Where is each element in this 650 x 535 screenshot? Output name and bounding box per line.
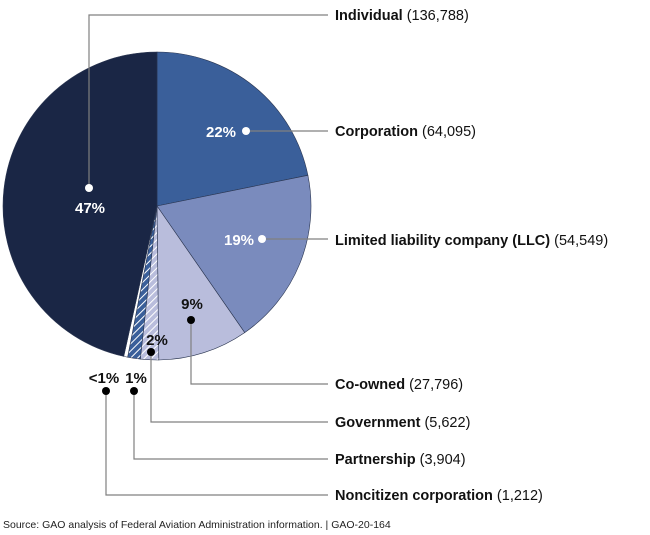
pct-label: 19% [224, 232, 254, 249]
pct-label: 2% [146, 332, 168, 349]
pct-label: <1% [89, 370, 119, 387]
pie-slice-individual [2, 51, 158, 357]
leader-dot [187, 316, 195, 324]
leader-dot [258, 235, 266, 243]
source-note: Source: GAO analysis of Federal Aviation… [3, 519, 391, 531]
pie-slice-co-owned [156, 205, 246, 361]
category-label: Individual (136,788) [335, 8, 469, 24]
leader-dot [102, 387, 110, 395]
leader-dot [147, 348, 155, 356]
category-label: Corporation (64,095) [335, 124, 476, 140]
leader-dot [85, 184, 93, 192]
leader-dot [242, 127, 250, 135]
leader-line [150, 352, 328, 423]
category-label: Noncitizen corporation (1,212) [335, 488, 543, 504]
leader-line [88, 14, 328, 188]
leader-dot [130, 387, 138, 395]
leader-line [190, 320, 328, 385]
leader-line [133, 391, 328, 460]
category-label: Partnership (3,904) [335, 452, 466, 468]
pct-label: 22% [206, 124, 236, 141]
category-label: Limited liability company (LLC) (54,549) [335, 233, 608, 249]
category-label: Co-owned (27,796) [335, 377, 463, 393]
pct-label: 47% [75, 200, 105, 217]
leader-line [105, 391, 328, 496]
pct-label: 9% [181, 296, 203, 313]
pie-slice-corporation [156, 51, 309, 207]
pie-slice-limited-liability-company-llc [156, 174, 312, 334]
pct-label: 1% [125, 370, 147, 387]
category-label: Government (5,622) [335, 415, 470, 431]
